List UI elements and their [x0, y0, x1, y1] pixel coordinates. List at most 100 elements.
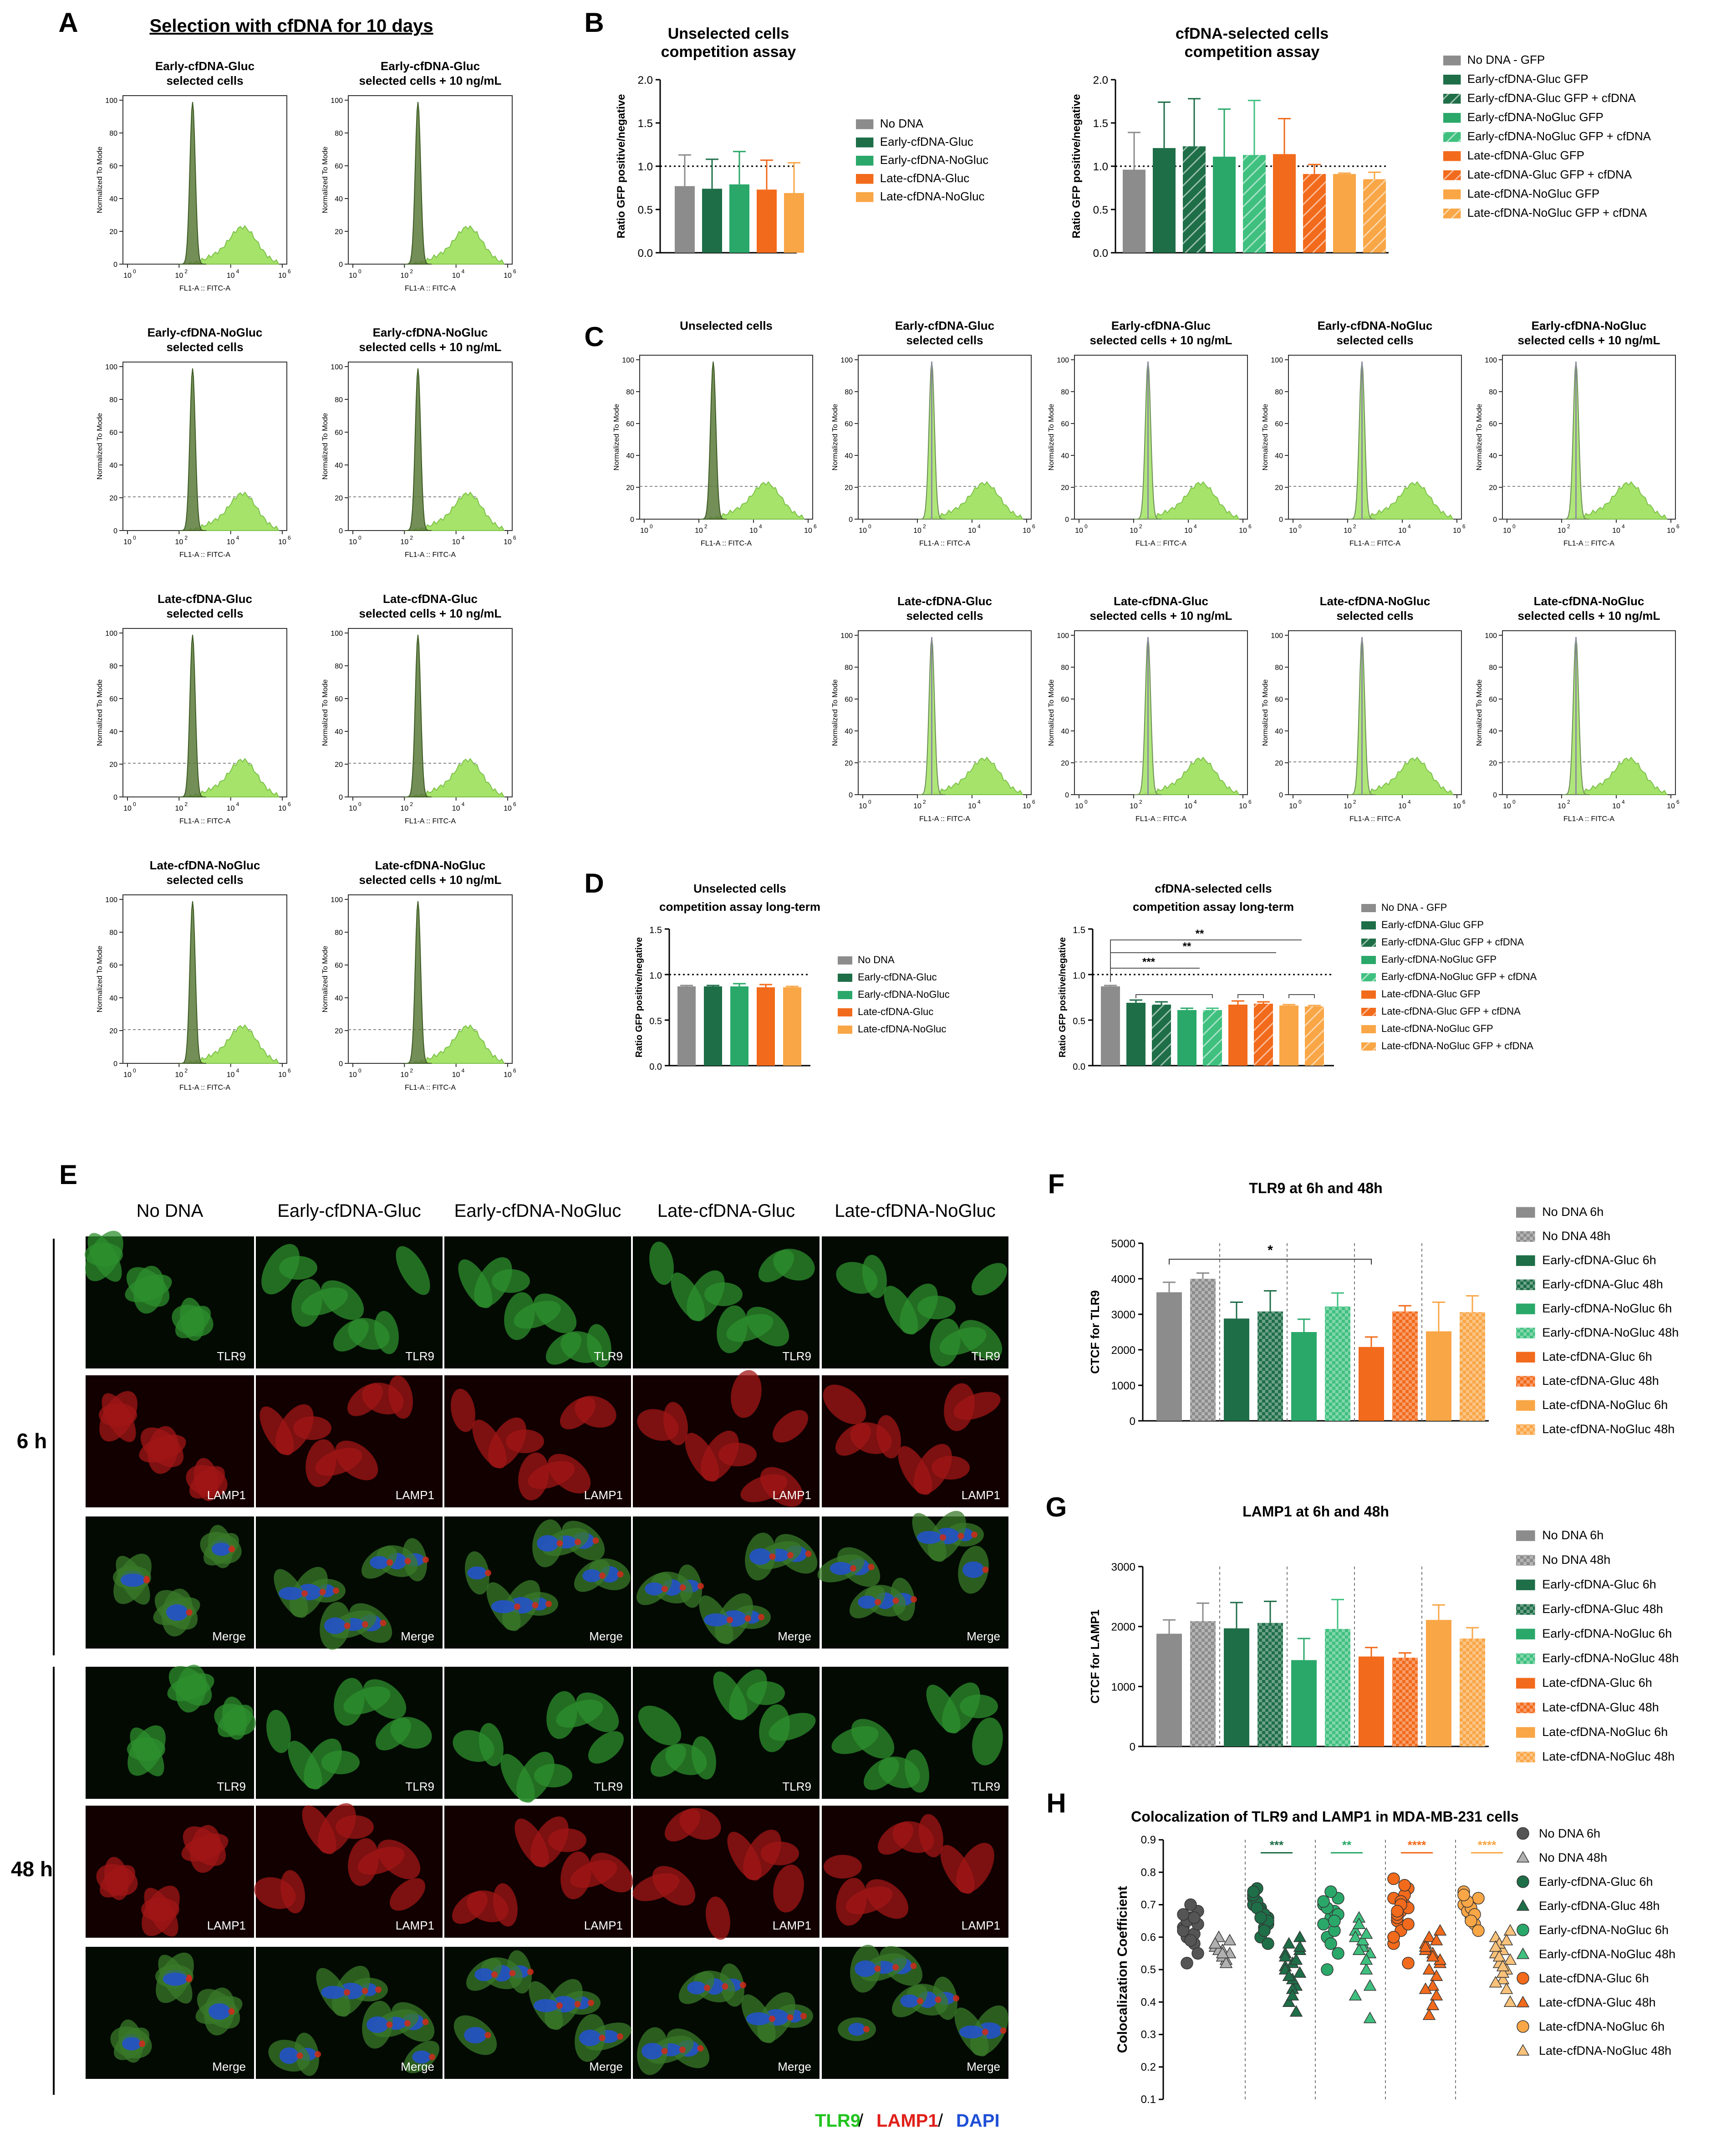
- cell: [940, 1845, 975, 1894]
- legend-label: Late-cfDNA-NoGluc 6h: [1539, 2020, 1665, 2033]
- data-point: [1391, 1905, 1404, 1918]
- micrograph-tile: LAMP1: [444, 1375, 631, 1507]
- lysosome: [423, 1557, 429, 1563]
- legend-label: Early-cfDNA-NoGluc: [880, 153, 988, 167]
- y-tick-label: 0.2: [1141, 2061, 1156, 2073]
- histogram-title: Late-cfDNA-NoGluc: [150, 858, 260, 872]
- data-point: [1426, 1950, 1440, 1962]
- x-tick-label: 10: [452, 538, 460, 546]
- y-tick-label: 20: [335, 495, 343, 502]
- lysosome: [592, 1537, 599, 1544]
- micrograph-tile: TLR9: [822, 1667, 1008, 1799]
- legend-label: Early-cfDNA-NoGluc 48h: [1542, 1326, 1679, 1339]
- legend-swatch: [1443, 113, 1461, 123]
- x-tick-exponent: 0: [1084, 523, 1088, 530]
- x-axis-label: FL1-A :: FITC-A: [179, 817, 230, 825]
- bar-pattern: [1203, 1010, 1222, 1066]
- data-point: [1422, 2008, 1436, 2020]
- data-point: [1208, 1937, 1222, 1949]
- histogram-frame: [122, 628, 287, 797]
- micrograph-tile: TLR9: [633, 1236, 820, 1368]
- x-axis-label: FL1-A :: FITC-A: [405, 817, 456, 825]
- lysosome: [574, 2001, 581, 2007]
- histogram-frame: [348, 894, 513, 1064]
- nucleus: [367, 2016, 388, 2033]
- micrograph-tile: LAMP1: [822, 1806, 1008, 1938]
- x-tick-label: 10: [227, 538, 235, 546]
- x-axis-label: FL1-A :: FITC-A: [1349, 815, 1400, 823]
- legend-marker: [1516, 1947, 1530, 1959]
- y-tick-label: 1.0: [649, 971, 662, 981]
- x-tick-label: 10: [400, 1071, 408, 1079]
- cell: [333, 1319, 369, 1352]
- nucleus: [464, 2027, 487, 2044]
- group-bracket: [1288, 994, 1315, 998]
- legend-label: Early-cfDNA-Gluc 6h: [1542, 1577, 1656, 1591]
- cell: [500, 1754, 535, 1803]
- histogram-frame: [858, 630, 1032, 795]
- data-point: [1419, 1940, 1432, 1952]
- channel-label: LAMP1: [962, 1919, 1000, 1932]
- nucleus: [122, 2037, 141, 2051]
- channel-label: LAMP1: [584, 1919, 623, 1932]
- bar: [1156, 1292, 1182, 1421]
- y-tick-label: 80: [335, 130, 343, 138]
- channel-label: Merge: [401, 2060, 434, 2073]
- y-tick-label: 60: [335, 163, 343, 170]
- x-tick-label: 10: [1239, 527, 1247, 535]
- lysosome: [229, 1546, 235, 1552]
- bar-pattern: [1305, 1006, 1324, 1066]
- cell: [334, 1678, 365, 1726]
- panel-letter-d: D: [584, 868, 604, 898]
- significance-label: **: [1183, 940, 1191, 953]
- lysosome: [319, 1589, 326, 1595]
- x-tick-exponent: 4: [236, 801, 239, 807]
- x-axis-label: FL1-A :: FITC-A: [1349, 540, 1400, 547]
- histogram-frame: [348, 628, 513, 797]
- legend-label: Early-cfDNA-NoGluc 6h: [1542, 1627, 1672, 1640]
- y-axis-label: Normalized To Mode: [1262, 679, 1269, 746]
- lysosome: [404, 1558, 411, 1564]
- y-tick-label: 60: [1489, 420, 1497, 428]
- x-axis-label: FL1-A :: FITC-A: [1135, 540, 1186, 547]
- lysosome: [850, 1565, 856, 1572]
- lysosome: [301, 1590, 308, 1597]
- x-tick-exponent: 6: [1032, 799, 1035, 805]
- y-tick-label: 100: [840, 357, 853, 364]
- y-tick-label: 0: [1493, 516, 1497, 524]
- bar-chart-f: TLR9 at 6h and 48h 0 1000 2000 3000 4000 5000 C…: [1088, 1180, 1679, 1436]
- data-point: [1422, 1930, 1436, 1942]
- lysosome: [556, 1540, 563, 1547]
- micrograph-tile: TLR9: [444, 1236, 631, 1368]
- x-tick-exponent: 2: [923, 799, 926, 805]
- y-axis-label: CTCF for TLR9: [1088, 1290, 1102, 1373]
- x-tick-exponent: 2: [184, 268, 188, 275]
- bar: [1228, 1005, 1247, 1066]
- data-point: [1430, 1969, 1443, 1981]
- data-point: [1496, 1972, 1510, 1985]
- x-tick-exponent: 0: [133, 268, 136, 275]
- x-tick-label: 10: [504, 272, 512, 280]
- x-tick-label: 10: [1344, 527, 1352, 535]
- y-axis-label: Normalized To Mode: [96, 946, 104, 1013]
- y-tick-label: 0.7: [1141, 1899, 1156, 1911]
- lysosome: [333, 1588, 339, 1594]
- legend-swatch: [1516, 1628, 1535, 1639]
- lysosome: [940, 1534, 946, 1541]
- y-tick-label: 0: [1130, 1741, 1135, 1753]
- legend-label: No DNA 48h: [1542, 1553, 1610, 1567]
- gfp-positive-peak: [413, 491, 505, 531]
- bar: [677, 986, 696, 1066]
- histogram-frame: [348, 362, 513, 531]
- legend-label: Early-cfDNA-Gluc 48h: [1539, 1899, 1660, 1913]
- cell: [130, 1727, 164, 1777]
- legend-label: Early-cfDNA-Gluc 6h: [1542, 1253, 1656, 1267]
- x-tick-exponent: 2: [184, 535, 188, 541]
- y-tick-label: 0.5: [1141, 1964, 1156, 1976]
- x-tick-label: 10: [452, 272, 460, 280]
- bar: [1279, 1006, 1298, 1066]
- x-tick-exponent: 6: [288, 801, 291, 807]
- channel-label: LAMP1: [207, 1919, 246, 1932]
